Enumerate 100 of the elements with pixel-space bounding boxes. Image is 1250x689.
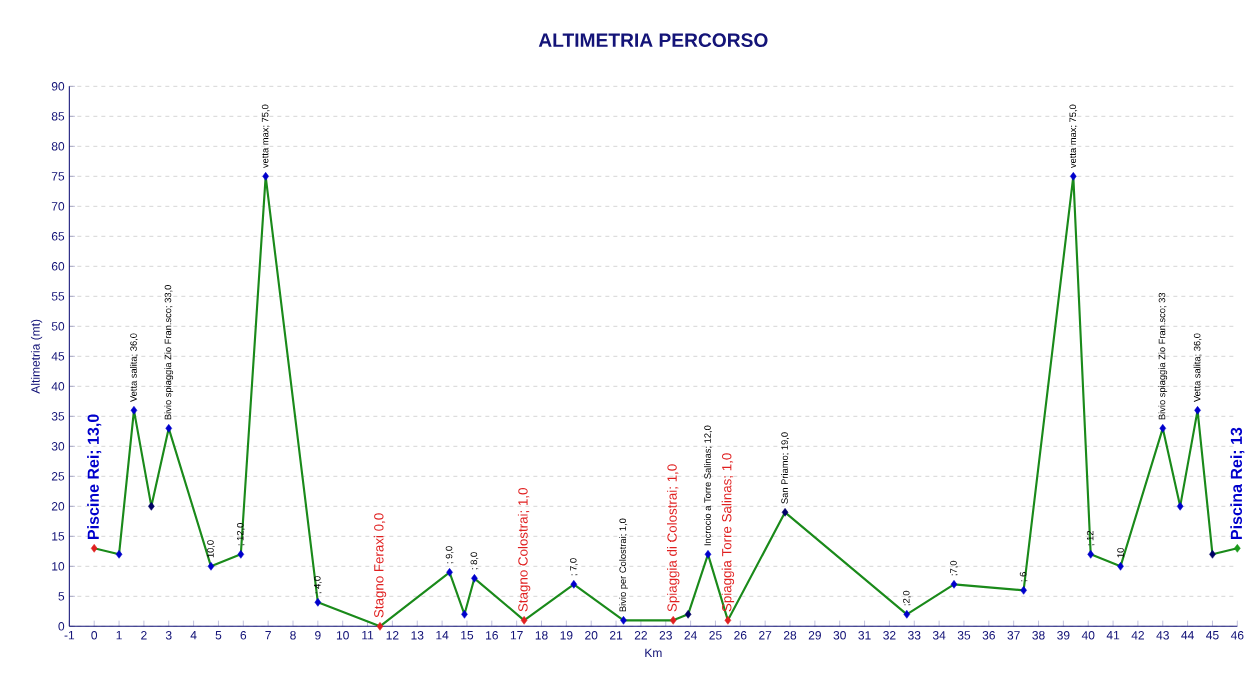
x-tick-label: 46 xyxy=(1230,631,1244,640)
x-tick-label: 14 xyxy=(436,631,449,640)
annotation: ; 9,0 xyxy=(445,546,454,564)
x-tick-label: 22 xyxy=(634,631,647,640)
annotation: Bivio spiaggia Zio Fran.sco; 33,0 xyxy=(164,285,174,420)
point xyxy=(130,406,138,415)
y-tick-label: 0 xyxy=(58,622,65,631)
annotation: ; 7,0 xyxy=(569,558,578,576)
point xyxy=(90,544,98,553)
x-tick-label: 0 xyxy=(91,631,98,640)
annotation: vetta max; 75,0 xyxy=(261,104,270,169)
x-tick-label: 23 xyxy=(659,631,672,640)
x-tick-label: 4 xyxy=(190,631,197,640)
annotation: Incrocio a Torre Salinas; 12,0 xyxy=(704,425,712,546)
annotation: San Priamo; 19,0 xyxy=(781,432,790,504)
point xyxy=(262,172,269,181)
y-tick-label: 40 xyxy=(51,382,65,391)
point xyxy=(704,550,712,559)
x-axis-title: Km xyxy=(645,648,662,657)
x-tick-label: 33 xyxy=(908,631,921,640)
annotation: Bivio spiaggia Zio Fran.sco; 33 xyxy=(1158,292,1168,420)
point xyxy=(376,622,384,631)
annotation: ; 12 xyxy=(1086,530,1095,546)
annotation: Stagno Feraxi 0,0 xyxy=(373,513,387,618)
point xyxy=(446,568,453,577)
x-tick-label: 7 xyxy=(265,631,271,640)
x-tick-label: 18 xyxy=(535,631,548,640)
point xyxy=(950,580,958,589)
annotation: Bivio per Colostrai; 1,0 xyxy=(619,518,628,612)
annotation: 10,0 xyxy=(207,540,215,558)
point xyxy=(1194,406,1201,415)
x-tick-label: 1 xyxy=(116,631,122,640)
x-tick-label: 36 xyxy=(982,631,995,640)
point xyxy=(148,502,155,511)
y-axis-title: Altimetria (mt) xyxy=(30,319,43,394)
annotation: Piscine Rei; 13,0 xyxy=(87,414,102,539)
x-tick-label: 9 xyxy=(315,631,321,640)
point xyxy=(471,574,478,583)
x-tick-label: 43 xyxy=(1156,631,1169,640)
x-tick-label: 29 xyxy=(808,631,821,640)
point xyxy=(115,550,123,559)
point xyxy=(207,562,215,571)
point xyxy=(1070,172,1077,181)
x-tick-label: 19 xyxy=(560,631,573,640)
point xyxy=(314,598,322,607)
x-tick-label: 30 xyxy=(833,631,846,640)
x-tick-label: 37 xyxy=(1007,631,1020,640)
x-tick-label: 10 xyxy=(336,631,349,640)
point xyxy=(903,610,911,619)
x-tick-label: 17 xyxy=(510,631,523,640)
x-tick-label: 6 xyxy=(240,631,247,640)
annotation: ; 4,0 xyxy=(314,576,322,594)
annotation: Spiaggia di Colostrai; 1,0 xyxy=(667,464,680,612)
annotation: Spiaggia Torre Salinas; 1,0 xyxy=(721,453,735,612)
point xyxy=(620,616,627,625)
y-tick-label: 85 xyxy=(51,112,65,121)
annotation: 10 xyxy=(1117,548,1124,558)
point xyxy=(1234,544,1241,553)
point xyxy=(165,424,173,433)
y-tick-label: 45 xyxy=(51,352,65,361)
y-tick-label: 50 xyxy=(51,322,65,331)
x-tick-label: 3 xyxy=(165,631,172,640)
annotation: vetta max; 75,0 xyxy=(1069,104,1078,169)
point xyxy=(237,550,245,559)
x-tick-label: 12 xyxy=(386,631,399,640)
x-tick-label: 24 xyxy=(684,631,697,640)
point xyxy=(1087,550,1094,559)
x-tick-label: 26 xyxy=(734,631,747,640)
annotation: ; 6 xyxy=(1019,572,1028,582)
x-tick-label: 41 xyxy=(1106,631,1120,640)
chart-title: ALTIMETRIA PERCORSO xyxy=(538,33,768,47)
x-tick-label: 39 xyxy=(1057,631,1070,640)
point xyxy=(669,616,677,625)
y-tick-label: 5 xyxy=(58,592,65,601)
x-tick-label: 25 xyxy=(709,631,722,640)
x-tick-label: 2 xyxy=(141,631,147,640)
x-tick-label: 11 xyxy=(362,631,374,640)
annotation: ;2,0 xyxy=(902,590,911,606)
annotation: Vetta salita; 36,0 xyxy=(129,333,138,403)
point xyxy=(1020,586,1027,595)
x-tick-label: 13 xyxy=(411,631,424,640)
x-tick-label: 42 xyxy=(1131,631,1144,640)
x-tick-label: 27 xyxy=(759,631,772,640)
point xyxy=(1117,562,1124,571)
y-tick-label: 75 xyxy=(51,172,65,181)
point xyxy=(570,580,578,589)
x-tick-label: 21 xyxy=(609,631,623,640)
annotation: Piscina Rei; 13 xyxy=(1230,427,1245,539)
x-tick-label: -1 xyxy=(64,631,75,640)
point xyxy=(781,508,789,517)
x-tick-label: 28 xyxy=(783,631,797,640)
point xyxy=(1209,550,1216,559)
x-tick-label: 44 xyxy=(1181,631,1194,640)
y-tick-label: 25 xyxy=(51,472,65,481)
y-tick-label: 80 xyxy=(51,142,65,151)
annotation: Stagno Colostrai; 1,0 xyxy=(517,488,531,612)
x-tick-label: 5 xyxy=(215,631,222,640)
point xyxy=(1159,424,1167,433)
x-tick-label: 45 xyxy=(1206,631,1219,640)
x-tick-label: 16 xyxy=(486,631,498,640)
